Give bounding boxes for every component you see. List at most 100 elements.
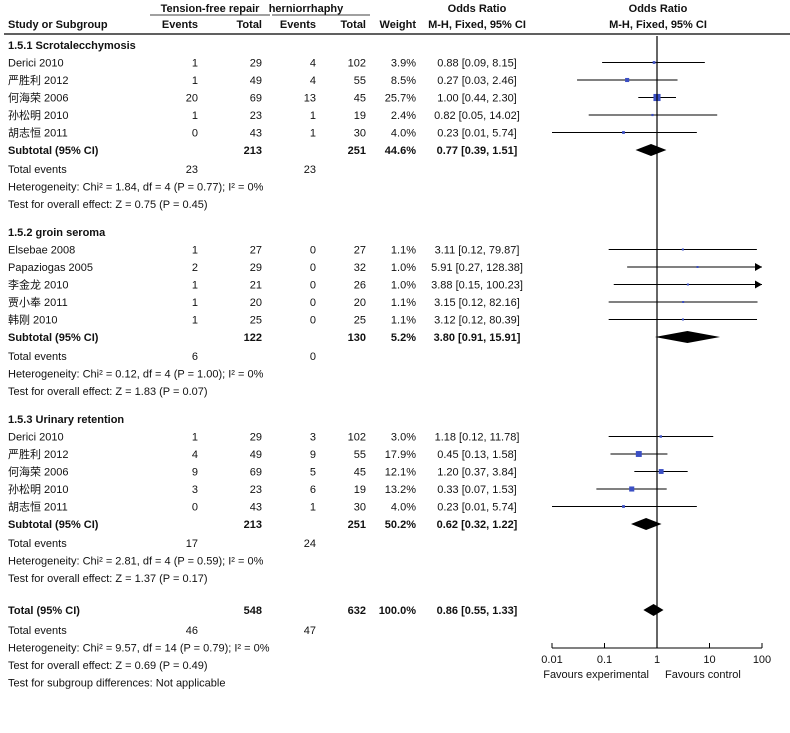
or-text-subheader: M-H, Fixed, 95% CI — [428, 19, 526, 31]
study-name: 胡志恒 2011 — [8, 500, 68, 514]
total-1: 21 — [250, 280, 262, 292]
events-2: 13 — [304, 93, 316, 105]
events-1: 1 — [192, 432, 198, 444]
pooled-diamond — [635, 144, 667, 156]
weight: 12.1% — [385, 467, 416, 479]
subgroup-title: 1.5.2 groin seroma — [8, 227, 106, 239]
or-ci: 3.11 [0.12, 79.87] — [435, 245, 520, 257]
group1-header: Tension-free repair — [161, 3, 261, 15]
total-1: 29 — [250, 58, 262, 70]
subtotal-label: Subtotal (95% CI) — [8, 145, 99, 157]
grand-overall-effect: Test for overall effect: Z = 0.69 (P = 0… — [8, 660, 208, 672]
total-1: 69 — [250, 93, 262, 105]
subtotal-total-2: 251 — [348, 519, 366, 531]
events-1: 4 — [192, 449, 198, 461]
events2-header: Events — [280, 19, 316, 31]
total-label: Total (95% CI) — [8, 605, 80, 617]
weight: 8.5% — [391, 75, 416, 87]
events-2: 5 — [310, 467, 316, 479]
effect-square — [658, 469, 664, 474]
weight: 1.1% — [391, 297, 416, 309]
subtotal-total-2: 251 — [348, 145, 366, 157]
events-1: 0 — [192, 502, 198, 514]
events-2: 1 — [310, 502, 316, 514]
x-tick-label: 100 — [753, 654, 771, 666]
or-ci: 5.91 [0.27, 128.38] — [431, 262, 523, 274]
or-plot-subheader: M-H, Fixed, 95% CI — [609, 19, 707, 31]
study-name: 贾小奉 2011 — [8, 295, 68, 309]
events-1: 9 — [192, 467, 198, 479]
or-ci: 0.45 [0.13, 1.58] — [437, 449, 517, 461]
x-tick-label: 0.01 — [541, 654, 562, 666]
effect-square — [651, 113, 654, 117]
total-2: 20 — [354, 297, 366, 309]
total-events-2: 0 — [310, 351, 316, 363]
events-1: 20 — [186, 93, 198, 105]
total-1: 49 — [250, 75, 262, 87]
or-ci: 0.82 [0.05, 14.02] — [434, 110, 520, 122]
total-2: 55 — [354, 75, 366, 87]
total2-header: Total — [341, 19, 366, 31]
events-2: 0 — [310, 280, 316, 292]
events-2: 0 — [310, 245, 316, 257]
events-1: 0 — [192, 128, 198, 140]
weight: 4.0% — [391, 502, 416, 514]
or-ci: 3.88 [0.15, 100.23] — [431, 280, 523, 292]
group2-header: herniorrhaphy — [269, 3, 344, 15]
pooled-diamond — [631, 518, 662, 530]
pooled-diamond — [654, 331, 721, 343]
subtotal-or-ci: 0.62 [0.32, 1.22] — [437, 519, 518, 531]
study-name: 孙松明 2010 — [8, 108, 69, 122]
or-ci: 0.88 [0.09, 8.15] — [437, 58, 517, 70]
weight: 17.9% — [385, 449, 416, 461]
forest-plot-area: 0.01 0.1 1 10 100 Favours experimental Favours… — [541, 36, 771, 681]
subtotal-or-ci: 3.80 [0.91, 15.91] — [434, 332, 521, 344]
total-events-1: 23 — [186, 164, 198, 176]
total-1: 29 — [250, 432, 262, 444]
subgroup-title: 1.5.1 Scrotalecchymosis — [8, 40, 136, 52]
study-name: Papaziogas 2005 — [8, 262, 93, 274]
total1-header: Total — [237, 19, 262, 31]
grand-or-ci: 0.86 [0.55, 1.33] — [437, 605, 518, 617]
total-2: 25 — [354, 315, 366, 327]
grand-events-1: 46 — [186, 625, 198, 637]
subtotal-weight: 44.6% — [385, 145, 416, 157]
events-1: 1 — [192, 245, 198, 257]
events-2: 0 — [310, 315, 316, 327]
subtotal-label: Subtotal (95% CI) — [8, 332, 99, 344]
study-name: Derici 2010 — [8, 432, 64, 444]
study-name: 何海荣 2006 — [8, 465, 69, 479]
pooled-diamond — [643, 604, 664, 616]
total-1: 23 — [250, 484, 262, 496]
total-1: 49 — [250, 449, 262, 461]
total-1: 43 — [250, 502, 262, 514]
weight: 13.2% — [385, 484, 416, 496]
heterogeneity: Heterogeneity: Chi² = 1.84, df = 4 (P = … — [8, 182, 264, 194]
x-tick-label: 1 — [654, 654, 660, 666]
weight: 1.1% — [391, 245, 416, 257]
total-2: 55 — [354, 449, 366, 461]
weight: 25.7% — [385, 93, 416, 105]
events-2: 1 — [310, 128, 316, 140]
weight: 1.0% — [391, 262, 416, 274]
favours-control-label: Favours control — [665, 669, 741, 681]
study-name: 何海荣 2006 — [8, 91, 69, 105]
total-1: 29 — [250, 262, 262, 274]
weight: 1.0% — [391, 280, 416, 292]
total-1: 25 — [250, 315, 262, 327]
effect-square — [622, 505, 625, 508]
effect-square — [681, 318, 684, 321]
ci-arrow-right — [755, 280, 762, 289]
subtotal-weight: 50.2% — [385, 519, 416, 531]
study-header: Study or Subgroup — [8, 19, 108, 31]
weight: 4.0% — [391, 128, 416, 140]
x-tick-label: 0.1 — [597, 654, 612, 666]
events-1: 1 — [192, 315, 198, 327]
events-1: 1 — [192, 297, 198, 309]
or-ci: 3.12 [0.12, 80.39] — [434, 315, 520, 327]
total-1: 20 — [250, 297, 262, 309]
effect-square — [625, 77, 630, 83]
events-1: 1 — [192, 75, 198, 87]
total-1: 43 — [250, 128, 262, 140]
